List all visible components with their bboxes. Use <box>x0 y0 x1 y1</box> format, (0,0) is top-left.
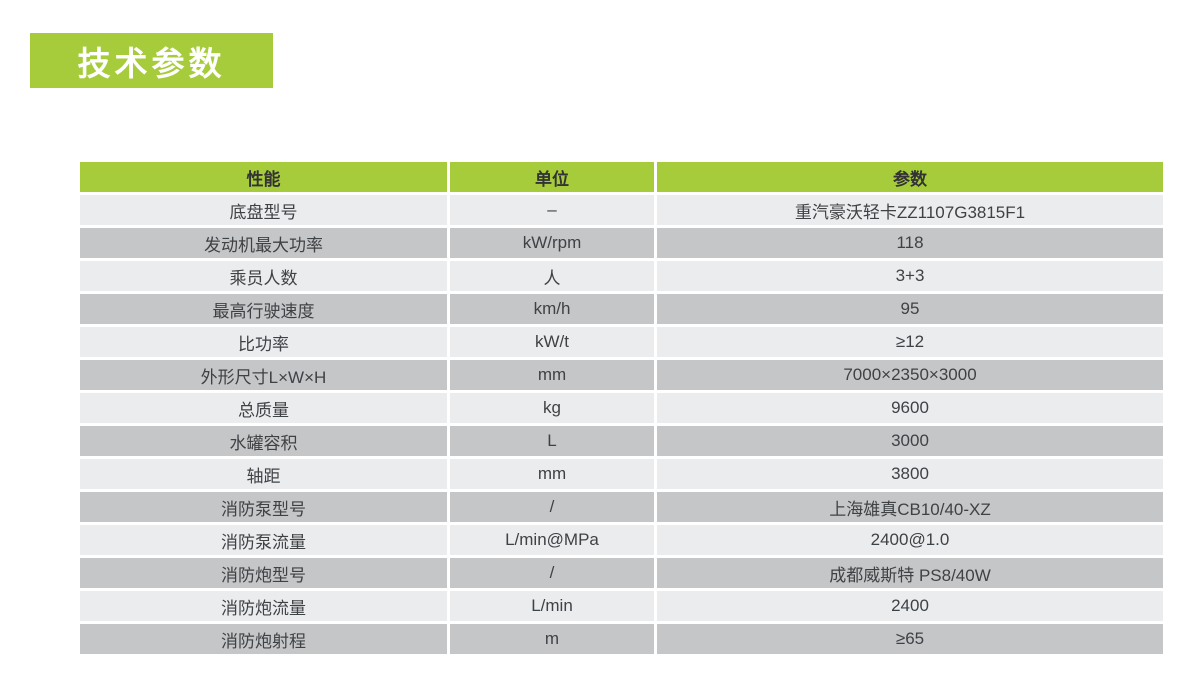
cell-performance: 总质量 <box>80 393 447 423</box>
cell-value: 2400 <box>657 591 1163 621</box>
col-header-performance: 性能 <box>80 162 447 192</box>
cell-value: 成都威斯特 PS8/40W <box>657 558 1163 588</box>
cell-unit: L <box>450 426 654 456</box>
cell-performance: 消防炮流量 <box>80 591 447 621</box>
cell-value: 重汽豪沃轻卡ZZ1107G3815F1 <box>657 195 1163 225</box>
cell-value: 3+3 <box>657 261 1163 291</box>
cell-performance: 比功率 <box>80 327 447 357</box>
cell-performance: 轴距 <box>80 459 447 489</box>
cell-performance: 消防炮型号 <box>80 558 447 588</box>
col-header-unit: 单位 <box>450 162 654 192</box>
cell-unit: kg <box>450 393 654 423</box>
cell-value: ≥12 <box>657 327 1163 357</box>
cell-performance: 消防泵流量 <box>80 525 447 555</box>
cell-value: 2400@1.0 <box>657 525 1163 555</box>
cell-performance: 消防炮射程 <box>80 624 447 654</box>
cell-performance: 发动机最大功率 <box>80 228 447 258</box>
cell-unit: / <box>450 492 654 522</box>
cell-unit: kW/rpm <box>450 228 654 258</box>
section-title-badge: 技术参数 <box>30 33 273 88</box>
section-title: 技术参数 <box>77 44 226 82</box>
cell-value: 3000 <box>657 426 1163 456</box>
cell-unit: mm <box>450 459 654 489</box>
spec-table: 性能 单位 参数 底盘型号 – 重汽豪沃轻卡ZZ1107G3815F1 发动机最大功率… <box>80 162 1163 654</box>
cell-value: 118 <box>657 228 1163 258</box>
cell-performance: 外形尺寸L×W×H <box>80 360 447 390</box>
cell-unit: m <box>450 624 654 654</box>
cell-performance: 乘员人数 <box>80 261 447 291</box>
cell-unit: mm <box>450 360 654 390</box>
cell-value: 上海雄真CB10/40-XZ <box>657 492 1163 522</box>
cell-performance: 消防泵型号 <box>80 492 447 522</box>
cell-performance: 最高行驶速度 <box>80 294 447 324</box>
cell-value: 7000×2350×3000 <box>657 360 1163 390</box>
col-header-value: 参数 <box>657 162 1163 192</box>
cell-performance: 底盘型号 <box>80 195 447 225</box>
cell-unit: L/min@MPa <box>450 525 654 555</box>
cell-unit: L/min <box>450 591 654 621</box>
cell-value: 95 <box>657 294 1163 324</box>
cell-value: 3800 <box>657 459 1163 489</box>
cell-performance: 水罐容积 <box>80 426 447 456</box>
cell-unit: / <box>450 558 654 588</box>
cell-unit: 人 <box>450 261 654 291</box>
cell-value: 9600 <box>657 393 1163 423</box>
cell-unit: kW/t <box>450 327 654 357</box>
cell-unit: – <box>450 195 654 225</box>
cell-value: ≥65 <box>657 624 1163 654</box>
cell-unit: km/h <box>450 294 654 324</box>
